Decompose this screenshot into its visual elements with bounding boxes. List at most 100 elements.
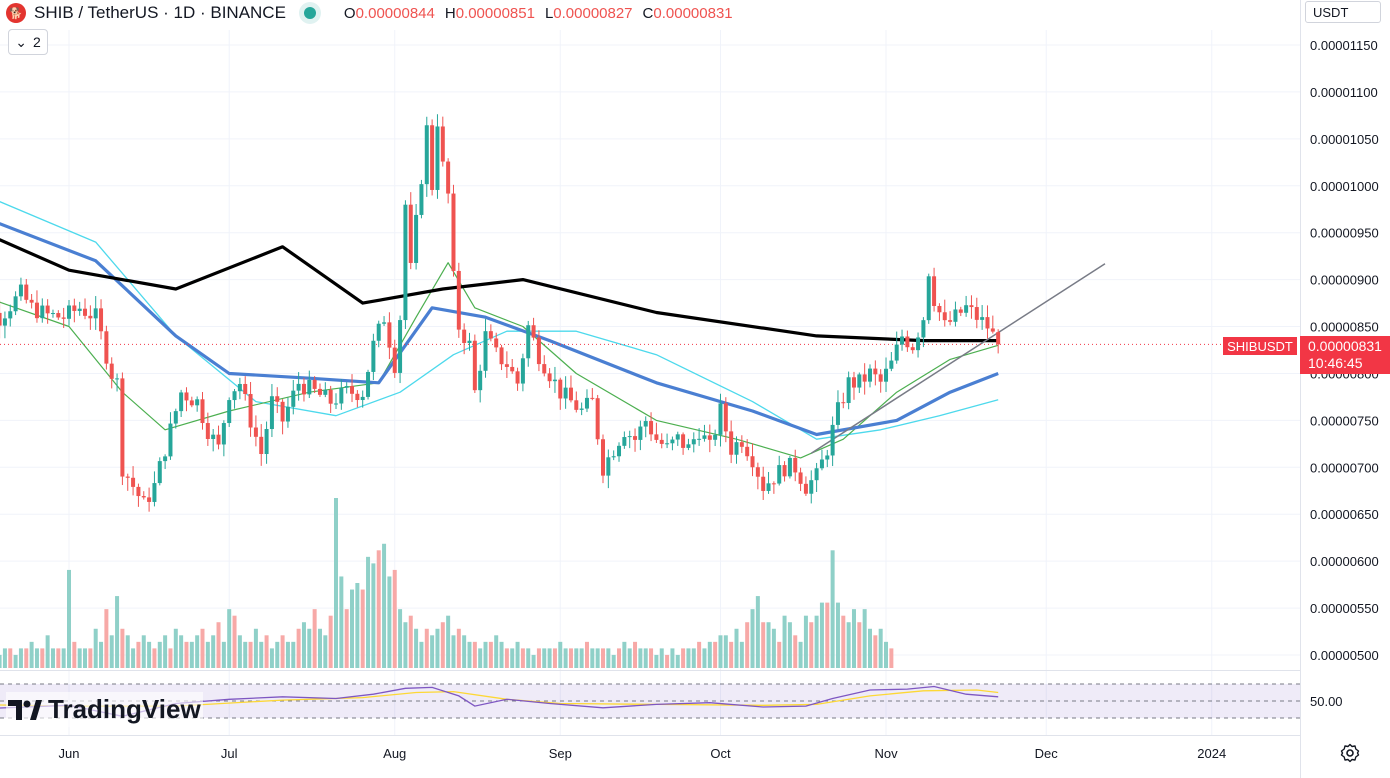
candle-body	[152, 483, 157, 502]
volume-bar	[88, 648, 93, 668]
volume-bar	[766, 622, 771, 668]
candle-body	[595, 398, 600, 440]
volume-bar	[221, 641, 226, 668]
volume-bar	[472, 641, 477, 668]
volume-bar	[670, 648, 675, 668]
candle-body	[211, 434, 216, 439]
candle-body	[382, 322, 387, 324]
y-tick-label: 0.00000850	[1310, 320, 1379, 335]
candle-body	[72, 305, 77, 311]
volume-bar	[675, 654, 680, 668]
volume-bar	[403, 622, 408, 668]
volume-bar	[179, 635, 184, 668]
volume-bar	[93, 628, 98, 668]
candle-body	[195, 399, 200, 406]
candle-body	[574, 400, 579, 410]
candle-body	[905, 336, 910, 348]
currency-selector[interactable]: USDT	[1305, 1, 1381, 23]
candle-body	[499, 347, 504, 365]
candle-body	[702, 435, 707, 439]
candle-body	[841, 402, 846, 404]
x-tick-label: Sep	[549, 746, 572, 761]
bar-countdown: 10:46:45	[1308, 355, 1363, 371]
volume-bar	[601, 648, 605, 668]
volume-bar	[611, 654, 616, 668]
candle-body	[227, 400, 232, 424]
candle-body	[61, 317, 66, 319]
volume-bar	[862, 609, 867, 668]
volume-bar	[259, 641, 264, 668]
candle-body	[366, 371, 371, 397]
candle-body	[430, 125, 435, 190]
candle-body	[205, 423, 210, 439]
candle-body	[713, 434, 718, 440]
candle-body	[520, 358, 525, 384]
volume-bar	[227, 609, 232, 668]
candle-body	[889, 360, 894, 369]
ma50-line	[0, 222, 999, 437]
volume-bar	[382, 543, 387, 668]
volume-bar	[184, 641, 189, 668]
candle-body	[825, 455, 830, 460]
candle-body	[787, 457, 792, 477]
last-price-tag: 0.00000831 10:46:45	[1300, 336, 1390, 374]
candle-body	[488, 331, 493, 339]
volume-bar	[755, 596, 760, 668]
tradingview-logo[interactable]: TradingView	[6, 692, 203, 727]
indicators-collapse-button[interactable]: ⌄ 2	[8, 29, 48, 55]
volume-bar	[67, 569, 71, 668]
volume-bar	[547, 648, 552, 668]
volume-bar	[777, 641, 782, 668]
candle-body	[200, 399, 205, 424]
candle-body	[729, 431, 734, 455]
candle-body	[136, 486, 141, 497]
volume-bar	[771, 628, 776, 668]
candle-body	[670, 439, 675, 444]
candle-body	[542, 364, 547, 374]
candle-body	[558, 379, 563, 399]
candle-body	[937, 305, 942, 313]
candle-body	[408, 204, 413, 263]
candle-body	[355, 393, 360, 401]
candle-body	[814, 468, 819, 481]
candle-body	[88, 315, 93, 319]
volume-bar	[141, 635, 146, 668]
volume-bar	[590, 648, 595, 668]
volume-bar	[787, 622, 792, 668]
volume-bar	[50, 648, 55, 668]
volume-bar	[510, 648, 515, 668]
candle-body	[835, 402, 840, 425]
gear-icon[interactable]	[1340, 743, 1360, 763]
x-tick-label: Oct	[710, 746, 731, 761]
x-tick-label: Jun	[59, 746, 80, 761]
volume-bar	[328, 615, 333, 668]
candle-body	[56, 313, 61, 318]
candle-body	[350, 386, 355, 394]
candle-body	[163, 456, 168, 462]
candle-body	[990, 328, 995, 332]
volume-bar	[408, 615, 413, 668]
volume-bar	[702, 648, 707, 668]
candle-body	[0, 312, 2, 326]
volume-bar	[617, 648, 622, 668]
candle-body	[2, 318, 7, 326]
volume-bar	[269, 648, 274, 668]
candle-body	[371, 340, 376, 372]
last-price: 0.00000831	[1308, 338, 1382, 354]
volume-bar	[34, 648, 39, 668]
ohlc-high: H0.00000851	[444, 4, 535, 22]
volume-bar	[723, 635, 728, 668]
candle-body	[665, 443, 670, 445]
candle-body	[435, 126, 440, 190]
volume-bar	[595, 648, 600, 668]
candle-body	[264, 429, 269, 455]
symbol-title[interactable]: SHIB / TetherUS · 1D · BINANCE	[34, 3, 286, 22]
volume-bar	[291, 641, 296, 668]
candle-body	[654, 434, 659, 440]
candle-body	[932, 276, 937, 306]
candle-body	[894, 344, 899, 361]
candle-body	[734, 442, 739, 455]
candle-body	[803, 483, 808, 494]
candle-body	[483, 331, 488, 371]
